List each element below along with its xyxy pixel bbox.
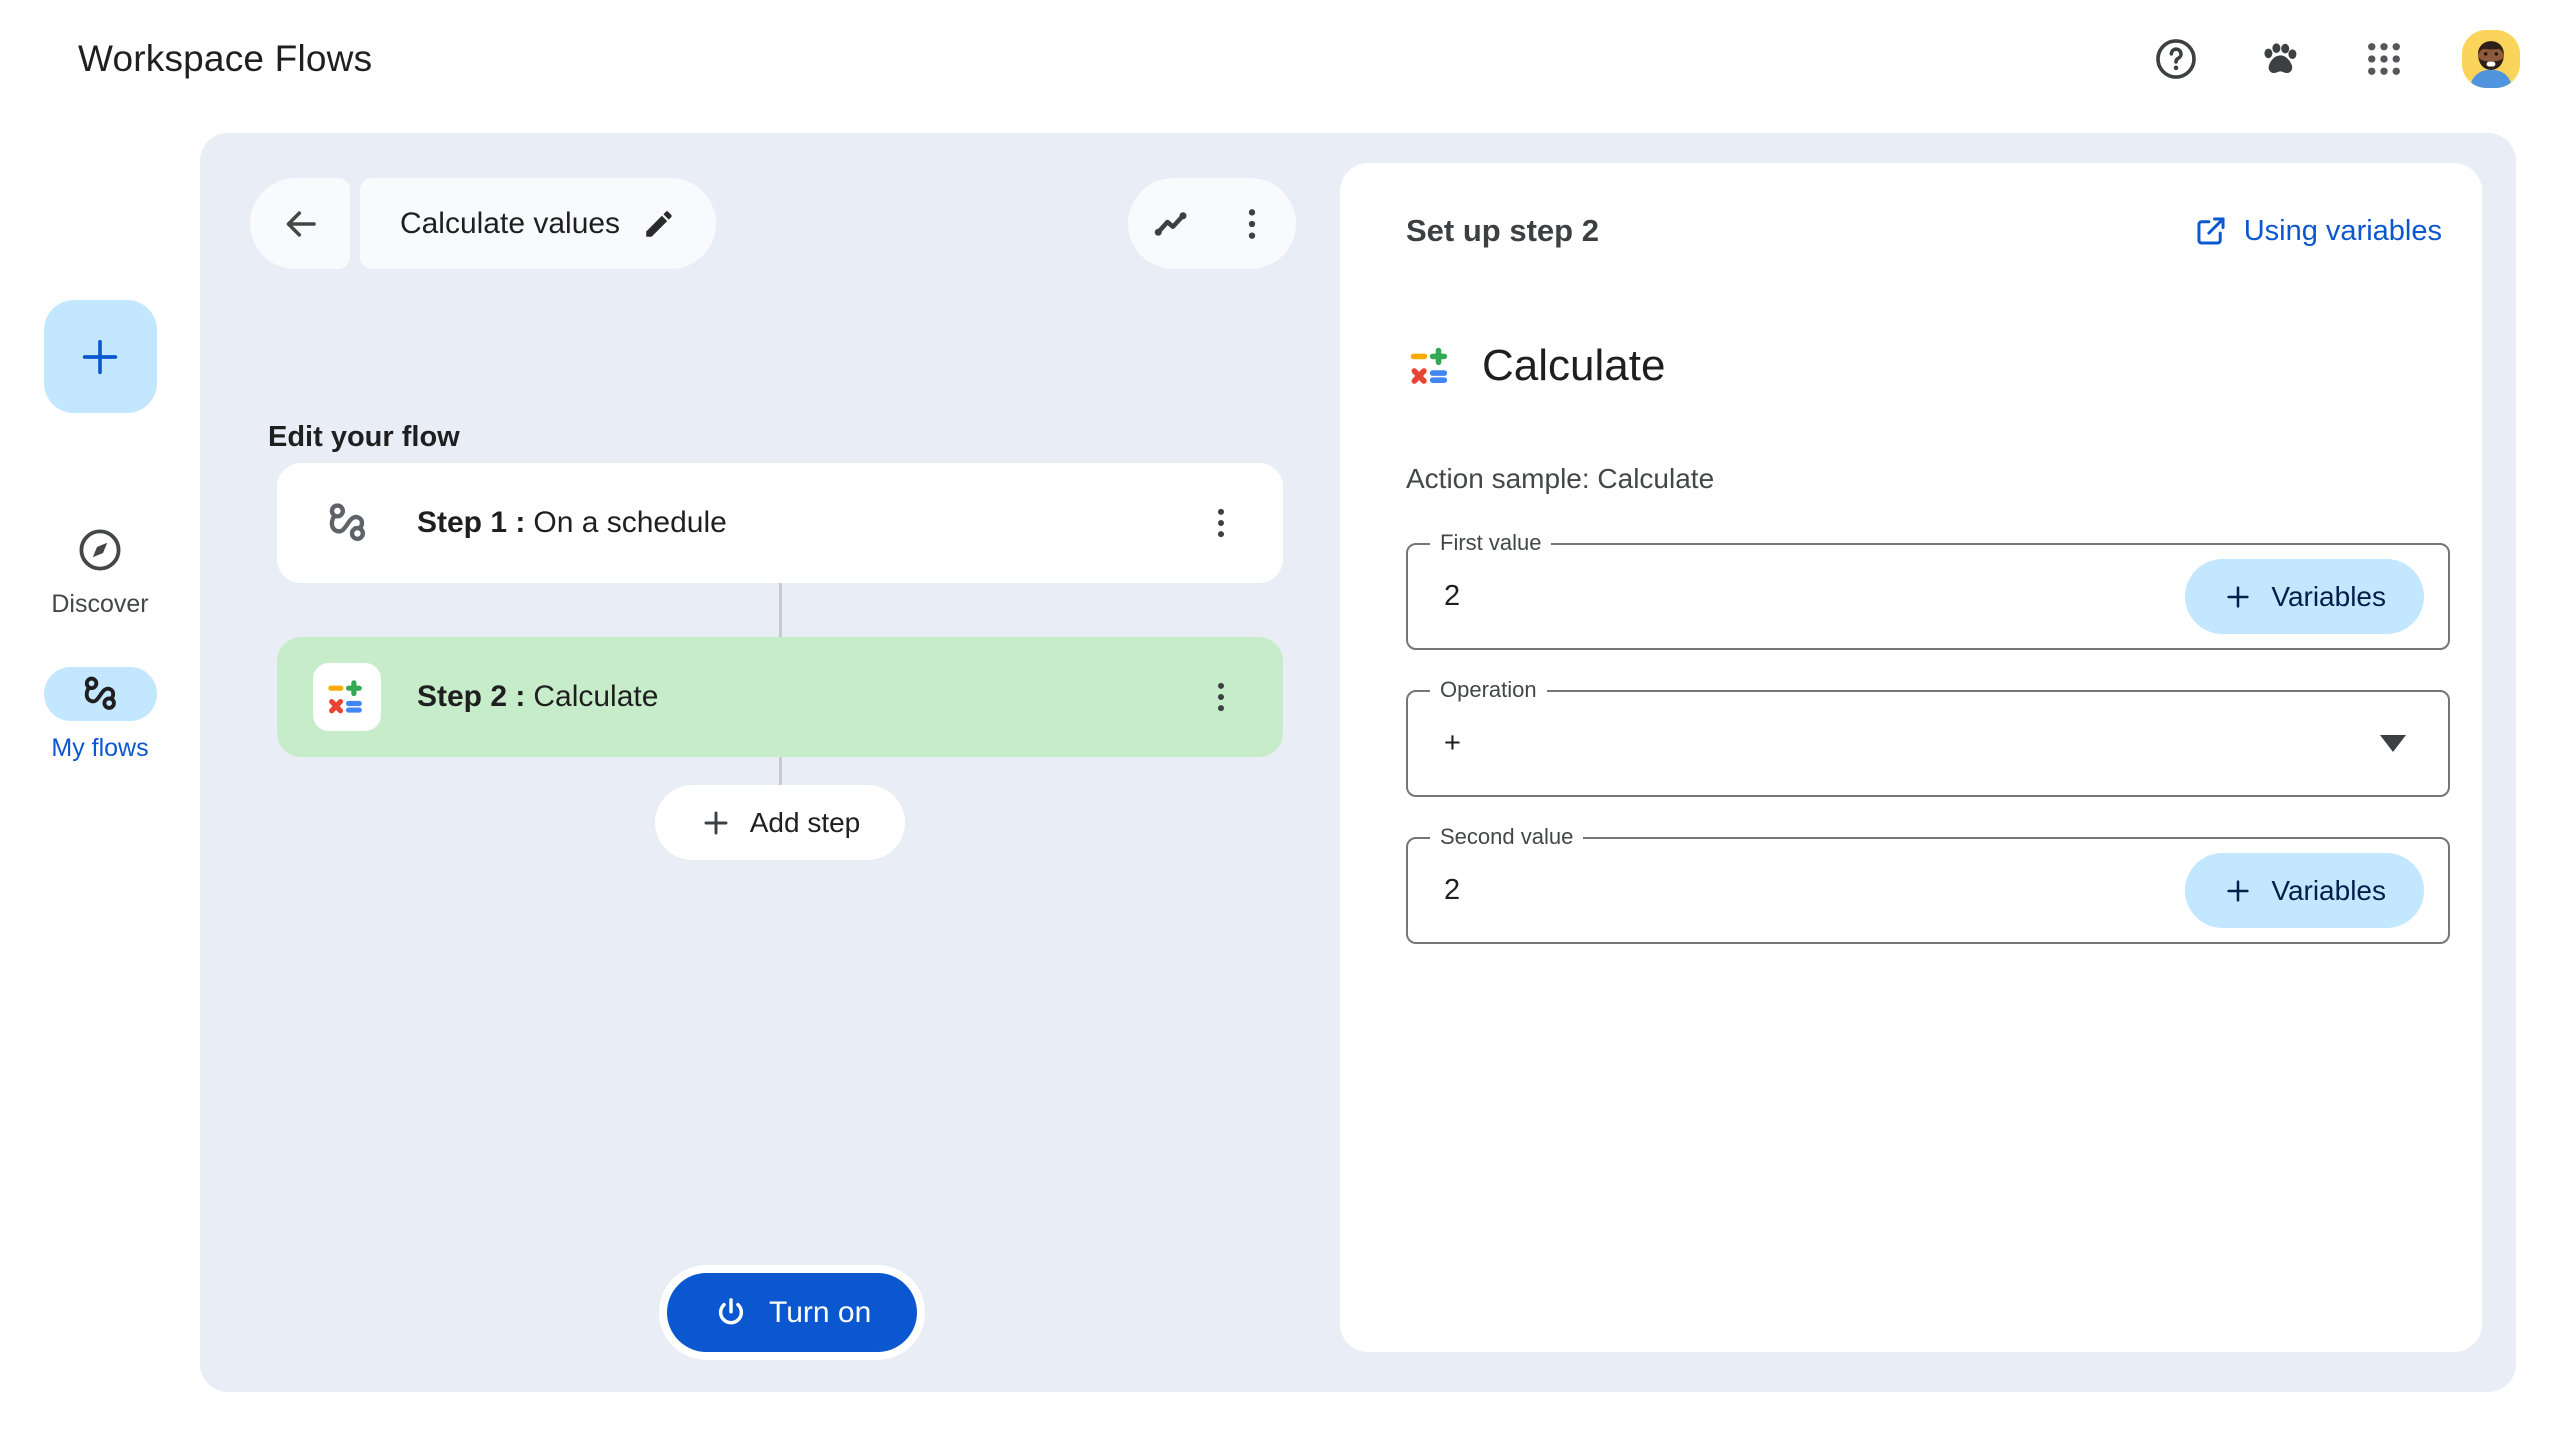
apps-grid-icon (2363, 38, 2405, 80)
operation-selected-value: + (1444, 727, 1461, 759)
kebab-menu-icon (1202, 504, 1240, 542)
step-2-label: Step 2 : Calculate (417, 680, 1189, 714)
activity-icon (1150, 202, 1194, 246)
variables-chip-label: Variables (2271, 580, 2386, 612)
calculate-icon (324, 674, 370, 720)
flow-title-container[interactable]: Calculate values (360, 178, 716, 269)
second-value-field[interactable]: Second value 2 Variables (1406, 824, 2450, 944)
back-button[interactable] (250, 178, 350, 269)
paw-icon (2256, 35, 2304, 83)
step-1-name: On a schedule (533, 506, 727, 539)
step-1-menu-button[interactable] (1189, 491, 1253, 555)
calculate-icon (1406, 341, 1456, 391)
step-card-1[interactable]: Step 1 : On a schedule (277, 463, 1283, 583)
first-value-field[interactable]: First value 2 Variables (1406, 530, 2450, 650)
step-card-2-selected[interactable]: Step 2 : Calculate (277, 637, 1283, 757)
action-header: Calculate (1406, 341, 2442, 391)
open-in-new-icon (2194, 214, 2228, 248)
add-step-button[interactable]: Add step (655, 785, 905, 860)
flow-title: Calculate values (399, 206, 621, 240)
operation-select-field[interactable]: Operation + (1406, 677, 2450, 797)
step-connector (779, 583, 782, 637)
pets-button[interactable] (2254, 33, 2306, 85)
kebab-menu-icon (1202, 678, 1240, 716)
setup-step-heading: Set up step 2 (1406, 213, 1599, 248)
editor-actions-pill (1128, 178, 1296, 269)
step-1-prefix: Step 1 : (417, 506, 526, 539)
sidebar-item-discover[interactable]: Discover (44, 523, 157, 619)
help-button[interactable] (2150, 33, 2202, 85)
flow-menu-button[interactable] (1220, 192, 1284, 256)
new-flow-button[interactable] (43, 300, 157, 413)
discover-icon-container (44, 523, 157, 577)
step-1-icon-tile (313, 489, 381, 557)
turn-on-label: Turn on (769, 1295, 872, 1329)
top-bar: Workspace Flows (0, 0, 2560, 133)
using-variables-label: Using variables (2243, 214, 2442, 247)
account-avatar[interactable] (2462, 30, 2520, 88)
second-value-variables-button[interactable]: Variables (2185, 853, 2424, 928)
step-1-label: Step 1 : On a schedule (417, 506, 1189, 540)
first-value-input[interactable]: 2 (1444, 580, 1461, 612)
app-title: Workspace Flows (78, 38, 373, 79)
flow-editor-canvas: Calculate values (200, 133, 2516, 1392)
operation-label: Operation (1430, 677, 1547, 703)
step-2-icon-tile (313, 663, 381, 731)
sidebar-item-label: My flows (51, 734, 149, 762)
dropdown-arrow-icon (2380, 735, 2406, 752)
setup-step-panel: Set up step 2 Using variables (1340, 163, 2482, 1352)
sidebar-item-label: Discover (51, 590, 149, 618)
step-2-menu-button[interactable] (1189, 665, 1253, 729)
top-bar-actions (2150, 30, 2520, 88)
compass-icon (76, 526, 124, 574)
flow-icon (78, 672, 122, 716)
action-sample-text: Action sample: Calculate (1406, 463, 1715, 494)
second-value-input[interactable]: 2 (1444, 874, 1461, 906)
first-value-label: First value (1430, 530, 1552, 556)
power-icon (713, 1295, 749, 1331)
plus-icon (2223, 582, 2253, 612)
plus-icon (2223, 876, 2253, 906)
apps-launcher-button[interactable] (2358, 33, 2410, 85)
turn-on-button[interactable]: Turn on (659, 1265, 926, 1360)
second-value-label: Second value (1430, 824, 1584, 850)
pencil-icon[interactable] (642, 207, 676, 241)
first-value-variables-button[interactable]: Variables (2185, 559, 2424, 634)
step-2-prefix: Step 2 : (417, 680, 526, 713)
setup-fields: First value 2 Variables Operation + (1406, 530, 2450, 944)
variables-chip-label: Variables (2271, 874, 2386, 906)
help-icon (2153, 36, 2199, 82)
flow-icon (322, 498, 372, 548)
add-step-label: Add step (749, 806, 861, 838)
edit-flow-heading: Edit your flow (268, 421, 460, 453)
step-2-name: Calculate (533, 680, 659, 713)
avatar-illustration (2462, 30, 2520, 88)
using-variables-link[interactable]: Using variables (2194, 214, 2442, 248)
sidebar-item-my-flows[interactable]: My flows (43, 667, 157, 763)
action-title: Calculate (1482, 341, 1666, 390)
plus-icon (700, 807, 732, 839)
setup-panel-header: Set up step 2 Using variables (1406, 213, 2442, 249)
back-arrow-icon (279, 203, 321, 245)
my-flows-active-pill (43, 667, 157, 721)
plus-icon (77, 334, 123, 380)
activity-button[interactable] (1140, 192, 1204, 256)
kebab-menu-icon (1232, 204, 1272, 244)
left-navigation-rail: Discover My flows (0, 133, 200, 1440)
step-connector (779, 757, 782, 785)
